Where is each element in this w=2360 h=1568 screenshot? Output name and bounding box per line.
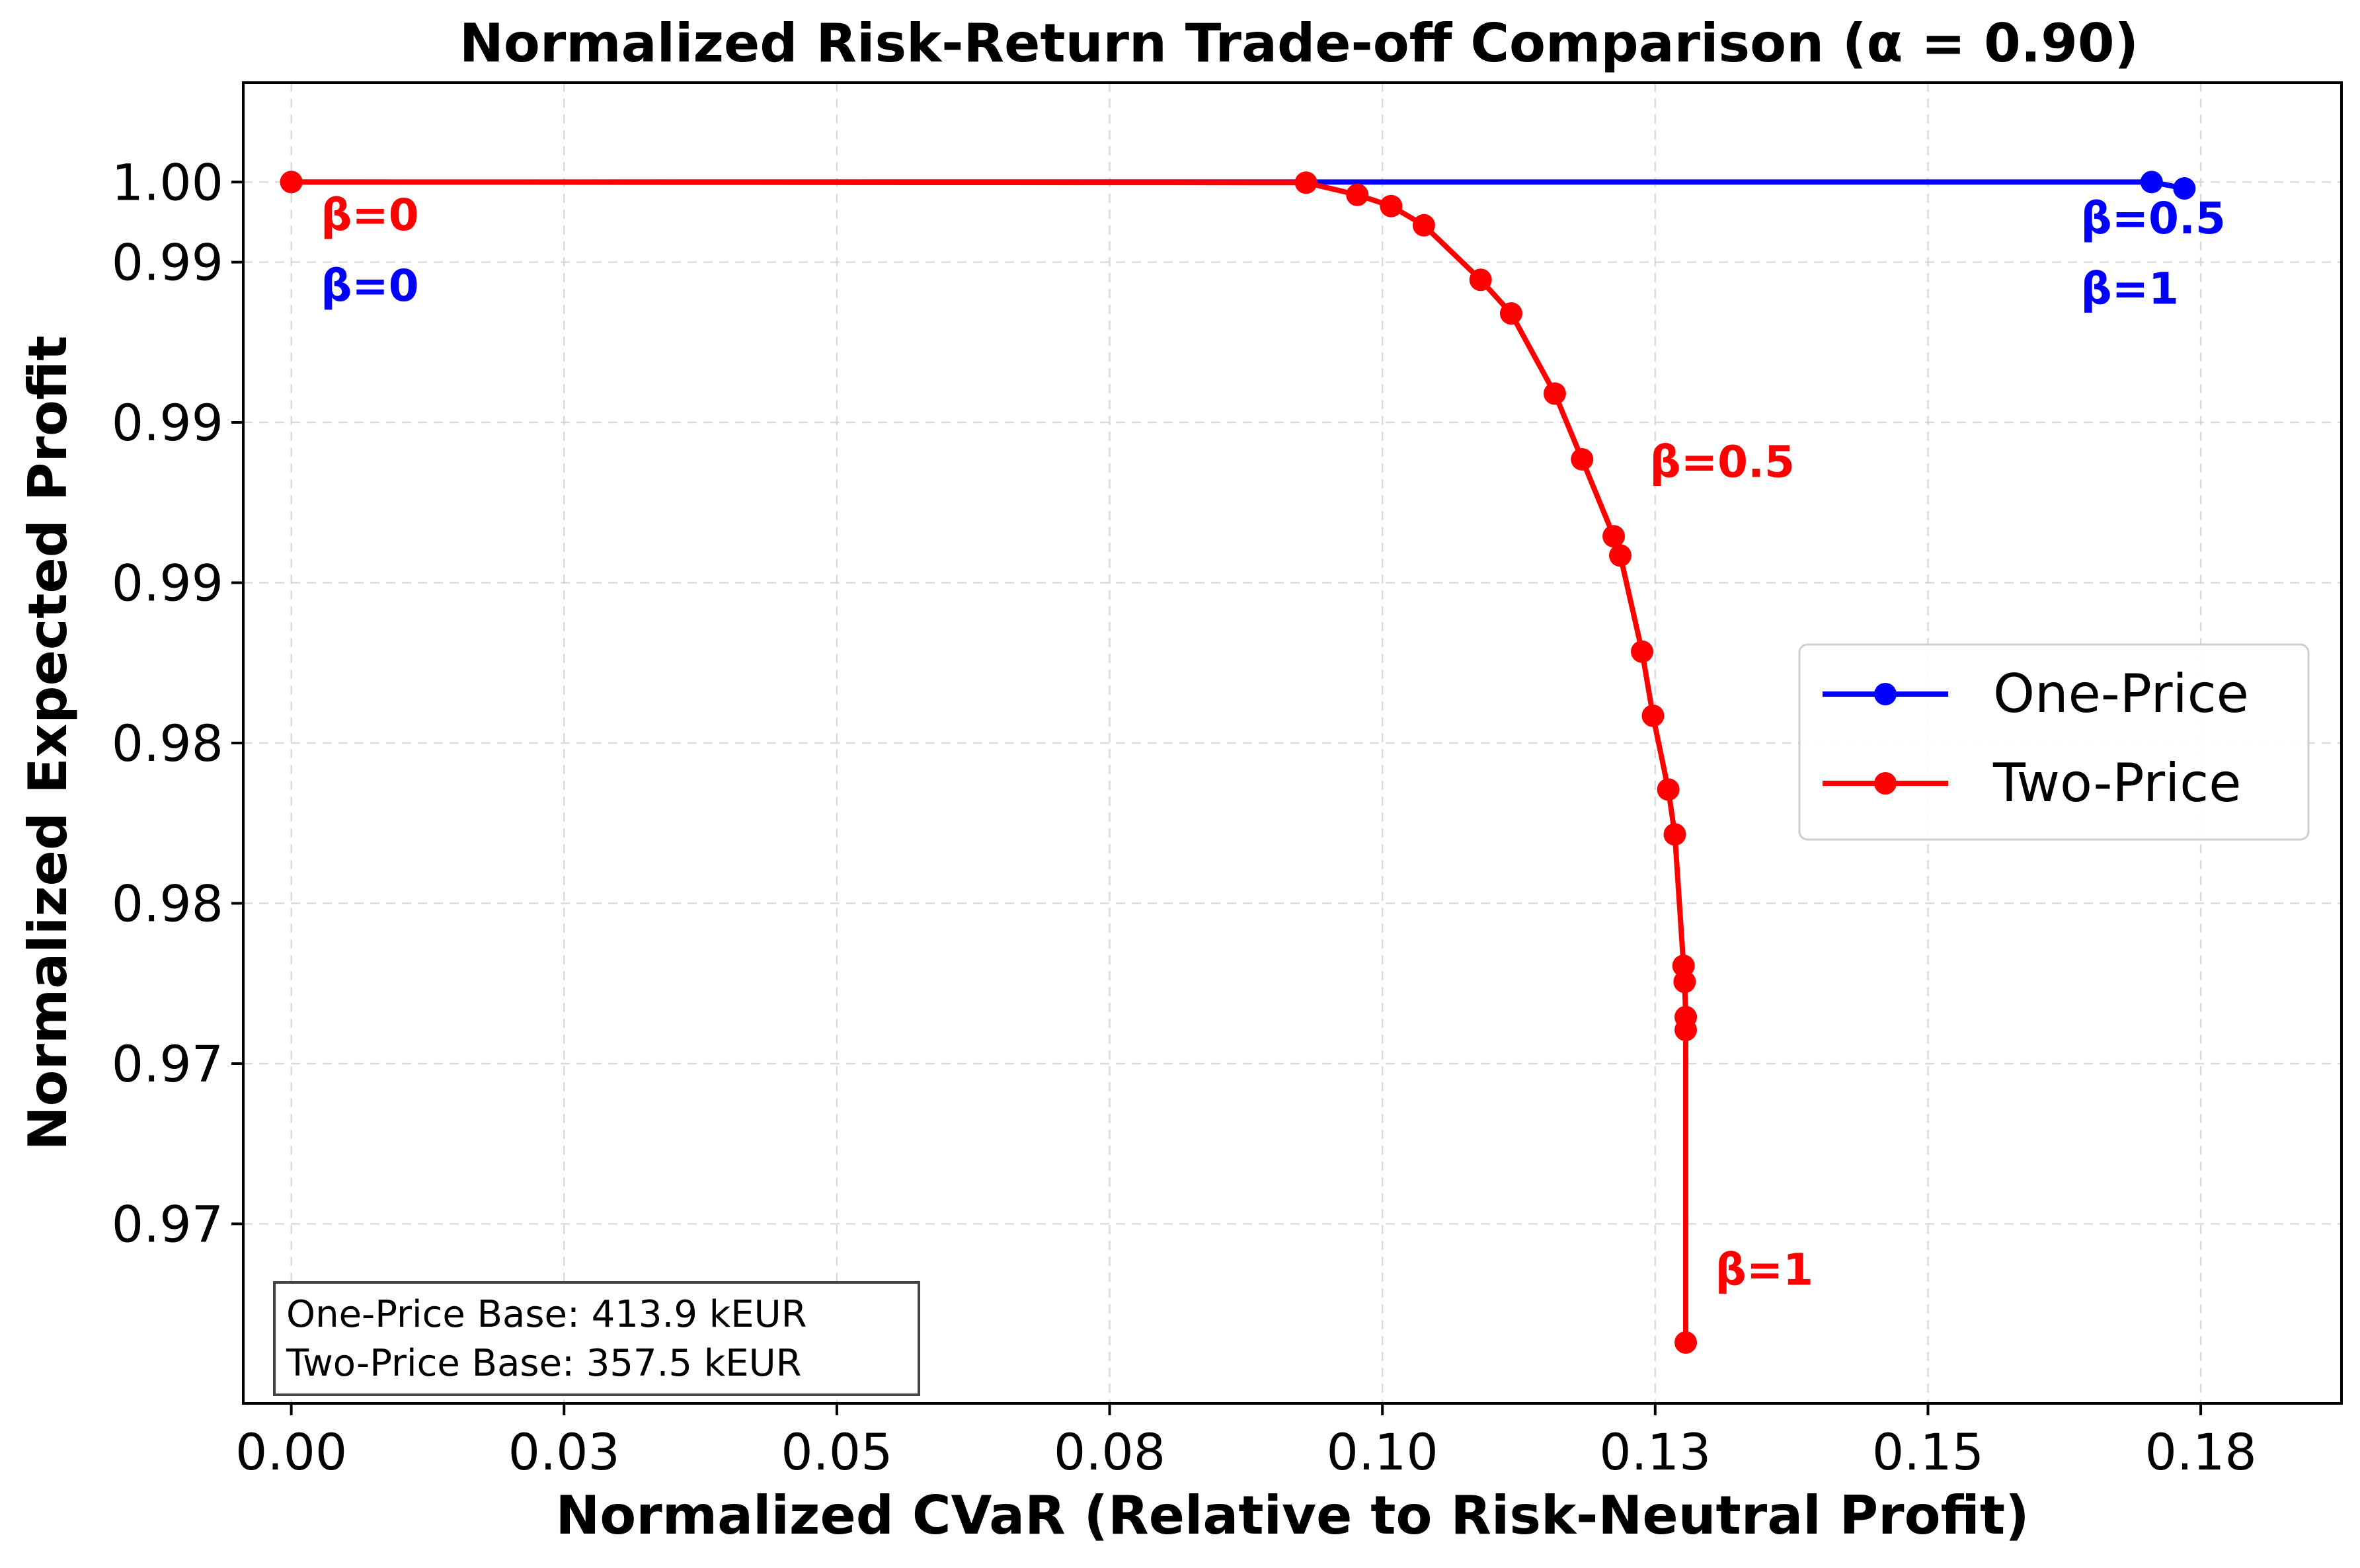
data-point-two-price: [1641, 704, 1665, 727]
x-tick-label: 0.18: [2144, 1423, 2256, 1481]
x-tick-label: 0.05: [781, 1423, 892, 1481]
beta-annotation: β=0.5: [2081, 193, 2226, 244]
beta-annotation: β=0: [321, 190, 418, 241]
data-point-two-price: [1571, 448, 1594, 471]
beta-annotation: β=0.5: [1650, 436, 1795, 487]
data-point-one-price: [2173, 177, 2196, 200]
two-price-base-text: Two-Price Base: 357.5 kEUR: [286, 1342, 802, 1385]
beta-annotation: β=0: [321, 260, 418, 311]
data-point-two-price: [1657, 778, 1680, 801]
data-point-two-price: [1380, 194, 1403, 217]
data-point-two-price: [1499, 302, 1522, 325]
data-point-two-price: [1294, 171, 1318, 194]
data-point-two-price: [1673, 970, 1696, 994]
base-profit-box-frame: [273, 1281, 920, 1396]
data-point-two-price: [1346, 183, 1369, 206]
beta-annotation: β=1: [1715, 1245, 1813, 1296]
data-point-two-price: [1663, 823, 1686, 846]
legend-label-one-price: One-Price: [1993, 663, 2249, 725]
data-point-two-price: [1469, 268, 1492, 292]
series-lines: [280, 171, 2196, 1354]
chart-title: Normalized Risk-Return Trade-off Compari…: [459, 13, 2139, 74]
beta-annotation: β=1: [2081, 264, 2179, 315]
plot-frame: [242, 81, 2343, 1405]
series-line-two-price: [291, 179, 1689, 1343]
y-axis-label: Normalized Expected Profit: [17, 336, 79, 1151]
data-point-two-price: [1674, 1019, 1698, 1042]
x-tick-label: 0.00: [235, 1423, 347, 1481]
x-tick-label: 0.13: [1599, 1423, 1711, 1481]
x-tick-label: 0.08: [1054, 1423, 1165, 1481]
legend-marker-two-price: [1874, 772, 1897, 795]
base-profit-box: One-Price Base: 413.9 kEUR Two-Price Bas…: [273, 1281, 920, 1396]
data-point-two-price: [1674, 1331, 1698, 1354]
data-point-two-price: [1543, 382, 1566, 405]
y-tick-label: 0.99: [112, 233, 223, 292]
y-tick-label: 0.99: [112, 393, 223, 452]
y-tick-label: 0.97: [112, 1195, 223, 1253]
y-tick-label: 0.98: [112, 874, 223, 933]
data-point-two-price: [1608, 544, 1632, 567]
legend: One-Price Two-Price: [1798, 643, 2310, 841]
data-point-two-price: [1602, 525, 1626, 548]
legend-marker-one-price: [1874, 683, 1897, 705]
x-axis-label: Normalized CVaR (Relative to Risk-Neutra…: [555, 1485, 2029, 1546]
x-tick-label: 0.03: [508, 1423, 620, 1481]
y-tick-label: 0.97: [112, 1035, 223, 1093]
one-price-base-text: One-Price Base: 413.9 kEUR: [286, 1293, 807, 1336]
beta-annotations: β=0 β=0 β=0.5 β=1 β=0.5 β=1: [321, 190, 2226, 1295]
data-point-one-price: [2140, 171, 2163, 194]
y-tick-label: 0.98: [112, 714, 223, 773]
data-point-two-price: [1672, 955, 1695, 978]
x-tick-label: 0.10: [1327, 1423, 1438, 1481]
x-axis-ticks: 0.00 0.03 0.05 0.08 0.10 0.13 0.15 0.18: [235, 1403, 2257, 1481]
data-point-two-price: [280, 171, 303, 194]
data-point-two-price: [1631, 640, 1653, 663]
y-tick-label: 0.99: [112, 554, 223, 613]
data-point-two-price: [1412, 214, 1435, 237]
y-axis-ticks: 0.97 0.97 0.98 0.98 0.99 0.99 0.99 1.00: [112, 153, 243, 1253]
legend-label-two-price: Two-Price: [1992, 752, 2242, 814]
y-tick-label: 1.00: [112, 153, 223, 212]
series-two-price: [280, 171, 1698, 1354]
x-tick-label: 0.15: [1872, 1423, 1984, 1481]
